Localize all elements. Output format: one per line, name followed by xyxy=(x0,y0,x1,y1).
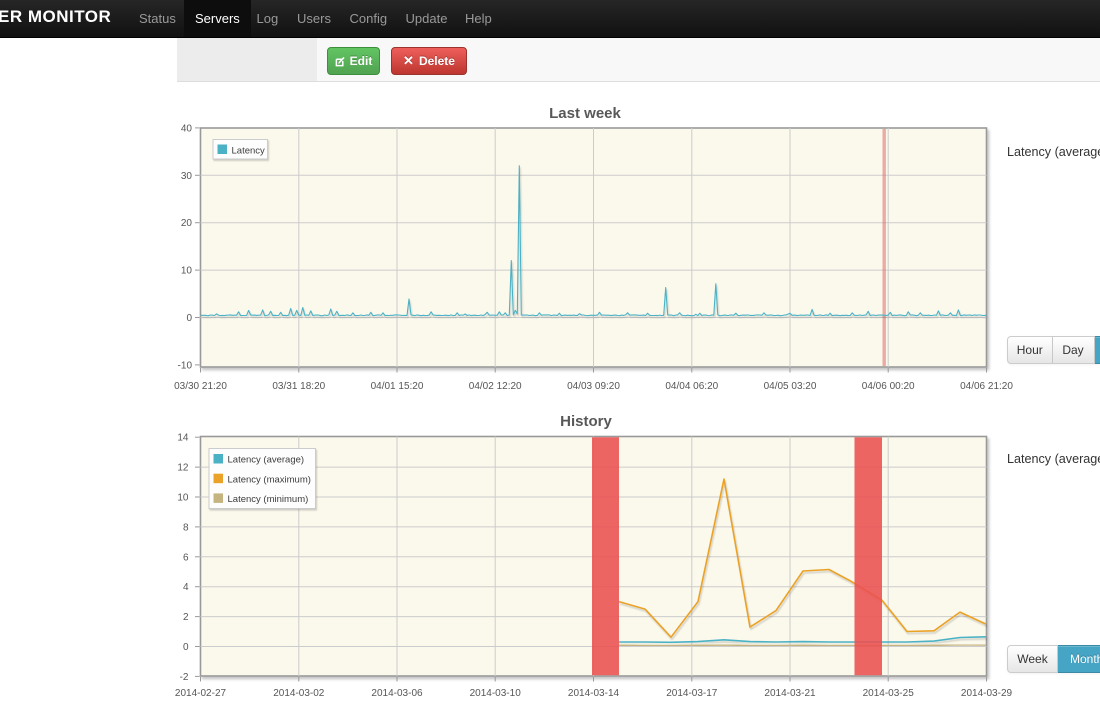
svg-text:2014-03-25: 2014-03-25 xyxy=(863,688,915,699)
svg-text:2014-03-29: 2014-03-29 xyxy=(961,688,1013,699)
svg-text:04/06 00:20: 04/06 00:20 xyxy=(862,381,915,392)
svg-text:2014-02-27: 2014-02-27 xyxy=(175,688,227,699)
svg-text:2: 2 xyxy=(183,612,189,623)
svg-text:Latency: Latency xyxy=(232,146,266,157)
svg-text:20: 20 xyxy=(181,218,193,229)
svg-text:2014-03-10: 2014-03-10 xyxy=(470,688,522,699)
svg-text:Latency (maximum): Latency (maximum) xyxy=(228,474,311,485)
svg-text:History: History xyxy=(560,413,612,430)
svg-text:-10: -10 xyxy=(178,360,193,371)
svg-text:04/06 21:20: 04/06 21:20 xyxy=(960,381,1013,392)
svg-text:04/05 03:20: 04/05 03:20 xyxy=(764,381,817,392)
svg-text:04/02 12:20: 04/02 12:20 xyxy=(469,381,522,392)
svg-text:03/30 21:20: 03/30 21:20 xyxy=(174,381,227,392)
svg-text:2014-03-14: 2014-03-14 xyxy=(568,688,620,699)
svg-text:14: 14 xyxy=(177,433,189,444)
svg-text:10: 10 xyxy=(181,266,193,277)
svg-text:30: 30 xyxy=(181,171,193,182)
svg-text:Latency (average): Latency (average) xyxy=(228,455,305,466)
svg-text:12: 12 xyxy=(177,463,189,474)
svg-text:Last week: Last week xyxy=(549,105,621,122)
svg-text:0: 0 xyxy=(186,313,192,324)
svg-text:6: 6 xyxy=(183,552,189,563)
svg-text:10: 10 xyxy=(177,493,189,504)
svg-text:2014-03-06: 2014-03-06 xyxy=(371,688,423,699)
svg-text:4: 4 xyxy=(183,582,189,593)
svg-text:04/03 09:20: 04/03 09:20 xyxy=(567,381,620,392)
svg-text:04/04 06:20: 04/04 06:20 xyxy=(665,381,718,392)
svg-text:04/01 15:20: 04/01 15:20 xyxy=(371,381,424,392)
svg-text:40: 40 xyxy=(181,123,193,134)
svg-text:2014-03-21: 2014-03-21 xyxy=(764,688,816,699)
svg-text:8: 8 xyxy=(183,522,189,533)
svg-text:Latency (minimum): Latency (minimum) xyxy=(228,494,309,505)
svg-text:0: 0 xyxy=(183,642,189,653)
svg-text:2014-03-17: 2014-03-17 xyxy=(666,688,718,699)
svg-text:03/31 18:20: 03/31 18:20 xyxy=(272,381,325,392)
svg-text:2014-03-02: 2014-03-02 xyxy=(273,688,325,699)
svg-text:-2: -2 xyxy=(180,672,189,683)
